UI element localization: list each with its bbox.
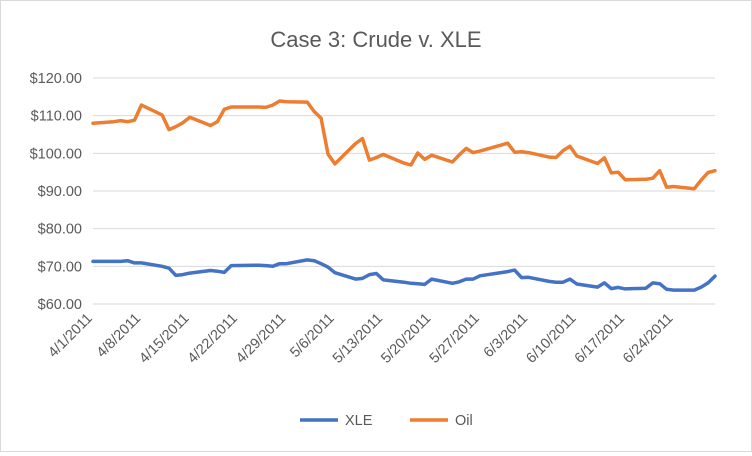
y-tick-label: $90.00 — [38, 184, 82, 200]
x-tick-label: 5/20/2011 — [378, 311, 434, 367]
y-tick-label: $60.00 — [38, 297, 82, 313]
x-tick-label: 4/29/2011 — [233, 311, 289, 367]
legend-label-xle: XLE — [345, 413, 373, 429]
y-tick-label: $80.00 — [38, 222, 82, 238]
x-tick-label: 5/27/2011 — [427, 311, 483, 367]
series-lines — [91, 99, 717, 292]
y-tick-label: $100.00 — [30, 146, 82, 162]
series-line-oil — [91, 99, 717, 191]
series-line-xle — [91, 258, 717, 292]
x-tick-label: 6/24/2011 — [620, 311, 676, 367]
legend: XLE Oil — [300, 413, 473, 429]
x-tick-label: 6/17/2011 — [572, 311, 628, 367]
y-tick-label: $70.00 — [38, 259, 82, 275]
x-tick-label: 6/3/2011 — [481, 311, 531, 361]
x-tick-label: 4/8/2011 — [94, 311, 144, 361]
x-tick-label: 5/13/2011 — [330, 311, 386, 367]
x-tick-label: 4/1/2011 — [45, 311, 95, 361]
y-tick-label: $110.00 — [31, 109, 82, 125]
gridlines — [93, 77, 715, 305]
x-tick-label: 4/15/2011 — [136, 311, 192, 367]
x-tick-label: 4/22/2011 — [185, 311, 241, 367]
legend-label-oil: Oil — [455, 413, 473, 429]
chart-title: Case 3: Crude v. XLE — [270, 27, 481, 52]
y-tick-label: $120.00 — [30, 71, 82, 87]
x-axis-ticks: 4/1/20114/8/20114/15/20114/22/20114/29/2… — [45, 311, 676, 367]
y-axis-ticks: $60.00 $70.00 $80.00 $90.00 $100.00 $110.00 $1… — [30, 71, 82, 313]
x-tick-label: 5/6/2011 — [287, 311, 337, 361]
x-tick-label: 6/10/2011 — [523, 311, 579, 367]
